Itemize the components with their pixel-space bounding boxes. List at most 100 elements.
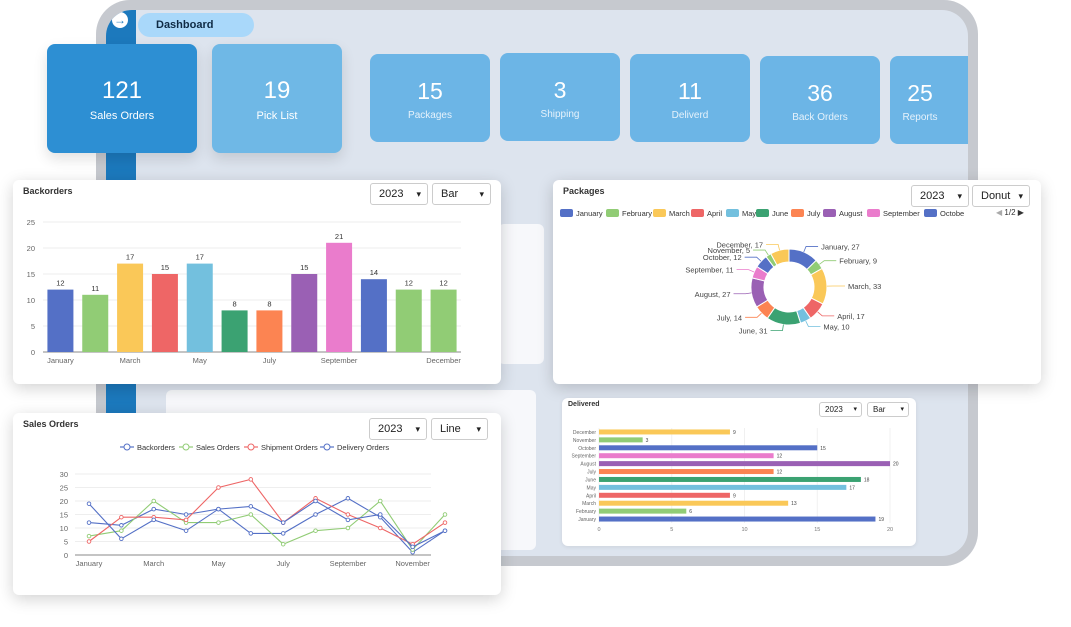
legend-label: May: [742, 209, 756, 218]
x-tick-label: 10: [741, 527, 747, 533]
data-point: [119, 536, 124, 542]
year-select-value: 2023: [379, 188, 404, 200]
legend-swatch: [653, 209, 666, 217]
data-point: [442, 520, 448, 525]
bar-value-label: 17: [196, 253, 204, 262]
bar-value-label: 21: [335, 232, 343, 241]
chart-type-select[interactable]: Bar ▾: [432, 183, 491, 205]
data-point: [248, 504, 254, 509]
bar: [47, 289, 74, 352]
y-tick-label: 15: [60, 511, 68, 520]
legend-label: January: [576, 209, 603, 218]
leader-line: [766, 243, 780, 251]
chart-type-select[interactable]: Donut ▾: [972, 185, 1030, 207]
x-tick-label: 20: [887, 527, 893, 533]
x-tick-label: 5: [670, 527, 673, 533]
x-tick-label: November: [395, 559, 430, 568]
slice-label: August, 27: [695, 290, 731, 299]
expand-sidebar-icon[interactable]: →: [110, 10, 130, 30]
delivered-card: Delivered 2023 ▾ Bar ▾ 0 5 10 15 20 January 19 Fe…: [562, 398, 916, 546]
bar: [599, 516, 876, 522]
chart-type-select[interactable]: Line ▾: [431, 418, 488, 440]
data-point: [119, 523, 124, 528]
data-point: [378, 498, 383, 504]
tile-label: Sales Orders: [89, 110, 155, 122]
tile-sales-orders[interactable]: 121 Sales Orders: [47, 44, 197, 153]
bar-value-label: 17: [849, 485, 855, 491]
tile-packages[interactable]: 15 Packages: [370, 54, 490, 142]
data-point: [86, 533, 92, 539]
leader-line: [745, 312, 762, 318]
tile-reports[interactable]: 25 Reports: [890, 56, 968, 144]
bar: [599, 437, 643, 443]
legend-swatch: [726, 209, 739, 217]
year-select-value: 2023: [825, 405, 843, 414]
year-select[interactable]: 2023 ▾: [369, 418, 427, 440]
leader-line: [819, 260, 837, 265]
bar: [360, 279, 387, 352]
legend-pager[interactable]: ◀ 1/2 ▶: [996, 208, 1024, 217]
slice-label: July, 14: [717, 313, 742, 322]
bar: [395, 289, 422, 352]
legend-swatch: [791, 209, 804, 217]
x-tick-label: May: [211, 559, 225, 568]
bar: [599, 429, 730, 435]
data-point: [378, 512, 383, 517]
y-tick-label: 25: [60, 484, 68, 493]
slice-label: June, 31: [739, 327, 768, 336]
data-point: [442, 528, 448, 533]
slice-label: January, 27: [821, 242, 860, 251]
bar: [151, 274, 178, 352]
sidebar-item-dashboard[interactable]: Dashboard: [138, 13, 254, 37]
tile-back-orders[interactable]: 36 Back Orders: [760, 56, 880, 144]
data-point: [151, 506, 156, 512]
leader-line: [733, 292, 752, 295]
legend-swatch: [823, 209, 836, 217]
x-tick-label: July: [263, 356, 277, 365]
card-title: Sales Orders: [23, 419, 79, 429]
legend-label: July: [807, 209, 821, 218]
tile-value: 36: [807, 80, 833, 106]
legend-marker: [247, 443, 255, 451]
tile-delivered[interactable]: 11 Deliverd: [630, 54, 750, 142]
tile-shipping[interactable]: 3 Shipping: [500, 53, 620, 141]
x-tick-label: December: [426, 356, 461, 365]
bar-value-label: 15: [820, 446, 826, 452]
slice-label: March, 33: [848, 282, 881, 291]
legend-marker: [123, 443, 131, 451]
chevron-down-icon: ▾: [479, 189, 484, 199]
data-point: [410, 544, 415, 550]
tile-label: Back Orders: [792, 112, 848, 123]
chevron-down-icon: ▾: [853, 406, 857, 413]
bar-value-label: 3: [646, 438, 649, 444]
series-line: [88, 500, 446, 548]
data-point: [313, 512, 318, 517]
y-tick-label: 25: [27, 218, 35, 227]
bar-value-label: 9: [733, 493, 736, 499]
bar-value-label: 19: [878, 517, 884, 523]
pager-next-icon[interactable]: ▶: [1017, 208, 1024, 217]
x-tick-label: January: [76, 559, 103, 568]
year-select[interactable]: 2023 ▾: [370, 183, 428, 205]
pager-prev-icon[interactable]: ◀: [996, 208, 1003, 217]
chevron-down-icon: ▾: [415, 424, 420, 434]
slice-label: April, 17: [837, 312, 865, 321]
year-select[interactable]: 2023 ▾: [819, 402, 862, 417]
data-point: [86, 539, 92, 544]
slice-label: September, 11: [685, 266, 733, 275]
bar-value-label: 12: [405, 279, 413, 288]
x-tick-label: March: [120, 356, 141, 365]
year-select[interactable]: 2023 ▾: [911, 185, 969, 207]
data-point: [345, 525, 351, 531]
tile-pick-list[interactable]: 19 Pick List: [212, 44, 342, 153]
y-tick-label: 20: [60, 497, 68, 506]
sales-orders-chart: 0 5 10 15 20 25 30 January March May July September…: [60, 443, 448, 568]
chevron-down-icon: ▾: [900, 406, 904, 413]
data-point: [280, 531, 286, 536]
sales-orders-card: Sales Orders 2023 ▾ Line ▾ 0 5 10 15 20 25 30 Jan…: [13, 413, 501, 595]
y-tick-label: June: [585, 477, 596, 483]
data-point: [345, 517, 351, 523]
chart-type-select[interactable]: Bar ▾: [867, 402, 909, 417]
chart-type-value: Line: [440, 423, 461, 435]
legend-swatch: [756, 209, 769, 217]
